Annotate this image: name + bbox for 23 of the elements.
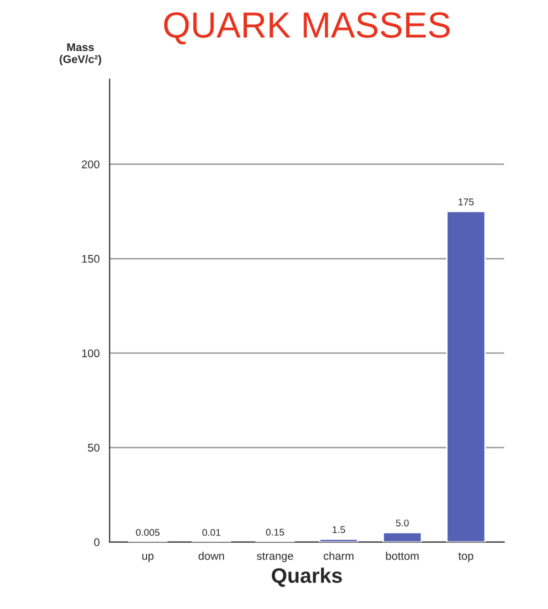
bar bbox=[318, 538, 358, 542]
x-tick-label: top bbox=[458, 552, 474, 562]
data-label: 0.15 bbox=[266, 528, 284, 536]
y-tick-label: 150 bbox=[82, 254, 100, 263]
x-tick-label: down bbox=[198, 552, 224, 560]
bar bbox=[446, 210, 486, 542]
data-label: 175 bbox=[458, 198, 474, 206]
data-label: 0.005 bbox=[136, 529, 160, 536]
y-tick-label: 100 bbox=[82, 349, 100, 358]
chart-title: QUARK MASSES bbox=[164, 12, 450, 44]
x-tick-label: up bbox=[142, 554, 154, 562]
y-tick-label: 0 bbox=[94, 538, 100, 546]
bar bbox=[382, 532, 422, 542]
x-axis-title: Quarks bbox=[272, 568, 342, 587]
x-tick-label: charm bbox=[324, 552, 354, 560]
x-tick-label: bottom bbox=[386, 552, 419, 560]
x-tick-label: strange bbox=[256, 552, 294, 562]
data-label: 5.0 bbox=[396, 520, 409, 526]
data-label: 1.5 bbox=[332, 526, 346, 534]
y-tick-label: 200 bbox=[82, 160, 100, 168]
data-label: 0.01 bbox=[202, 529, 220, 536]
y-tick-label: 50 bbox=[88, 444, 100, 452]
y-axis-title: Mass (GeV/c²) bbox=[60, 43, 102, 66]
